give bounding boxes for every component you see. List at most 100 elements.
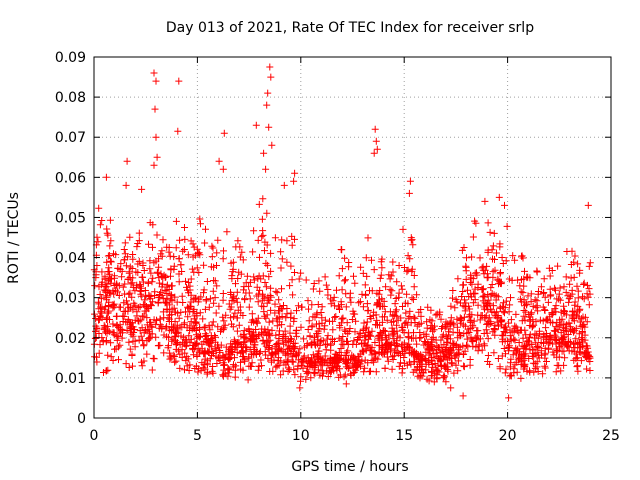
data-point xyxy=(226,305,234,313)
data-point xyxy=(230,313,238,321)
data-point xyxy=(260,149,268,157)
data-point xyxy=(212,309,220,317)
data-point xyxy=(267,73,275,81)
data-point xyxy=(293,307,300,315)
data-point xyxy=(93,233,101,241)
data-point xyxy=(221,321,229,329)
data-point xyxy=(408,236,416,244)
data-point xyxy=(267,306,275,314)
data-point xyxy=(389,268,397,276)
data-point xyxy=(287,313,295,321)
data-point xyxy=(125,338,133,346)
data-point xyxy=(478,346,486,354)
data-point xyxy=(556,296,564,304)
data-point xyxy=(368,327,376,335)
x-tick-label: 25 xyxy=(602,428,620,444)
data-point xyxy=(278,285,285,293)
data-point xyxy=(168,306,176,314)
data-point xyxy=(261,279,269,286)
data-point xyxy=(354,334,362,341)
data-point xyxy=(232,243,240,251)
data-point xyxy=(136,280,144,288)
data-point xyxy=(441,364,449,372)
plot-frame xyxy=(93,56,612,419)
data-point xyxy=(467,271,475,279)
data-point xyxy=(376,274,384,282)
data-point xyxy=(568,286,576,294)
data-point xyxy=(355,299,363,307)
data-point xyxy=(410,283,418,291)
data-point xyxy=(580,295,588,303)
data-point xyxy=(345,364,353,372)
data-point xyxy=(390,352,398,360)
data-point xyxy=(558,335,566,343)
data-point xyxy=(224,365,232,373)
data-point xyxy=(200,324,208,332)
data-point xyxy=(302,375,310,383)
data-point xyxy=(565,298,573,306)
data-point xyxy=(360,319,368,327)
data-point xyxy=(168,297,176,305)
data-point xyxy=(510,365,518,373)
data-point xyxy=(175,314,183,322)
data-point xyxy=(184,313,192,321)
data-point xyxy=(300,354,308,362)
data-point xyxy=(436,357,444,364)
data-point xyxy=(284,368,292,375)
data-point xyxy=(106,216,114,224)
data-point xyxy=(531,296,539,304)
data-point xyxy=(140,267,148,274)
data-point xyxy=(273,348,281,356)
data-point xyxy=(507,294,514,302)
data-point xyxy=(530,368,538,376)
chart-title: Day 013 of 2021, Rate Of TEC Index for r… xyxy=(166,20,534,36)
data-point xyxy=(351,354,359,362)
data-point xyxy=(206,295,214,303)
data-point xyxy=(154,269,162,277)
data-point xyxy=(570,317,578,325)
data-point xyxy=(354,363,362,371)
data-point xyxy=(418,362,426,370)
data-point xyxy=(525,355,533,362)
data-point xyxy=(281,327,289,335)
data-point xyxy=(377,258,385,266)
data-point xyxy=(526,341,534,349)
data-point xyxy=(126,233,134,241)
data-point xyxy=(506,301,514,309)
data-point xyxy=(155,255,162,263)
data-point xyxy=(327,295,335,303)
data-point xyxy=(236,303,244,311)
data-point xyxy=(581,323,589,331)
data-point xyxy=(360,340,368,348)
data-point xyxy=(147,301,155,309)
data-point xyxy=(521,326,529,334)
data-point xyxy=(298,303,305,311)
data-point xyxy=(131,287,139,295)
data-point xyxy=(464,286,471,294)
data-point xyxy=(447,359,455,367)
data-point xyxy=(304,297,312,305)
data-point xyxy=(548,267,556,274)
data-point xyxy=(583,353,590,361)
data-point xyxy=(275,296,283,304)
data-point xyxy=(404,321,412,329)
data-point xyxy=(171,358,179,366)
data-point xyxy=(371,339,379,346)
data-point xyxy=(346,289,354,297)
data-point xyxy=(229,258,237,266)
data-point xyxy=(122,262,130,270)
data-point xyxy=(462,267,470,275)
data-point xyxy=(343,319,351,327)
data-point xyxy=(447,302,455,310)
data-point xyxy=(109,320,117,328)
data-point xyxy=(489,273,497,281)
data-point xyxy=(220,247,227,255)
data-point xyxy=(176,236,184,244)
data-point xyxy=(127,319,135,327)
data-point xyxy=(226,354,234,362)
data-point xyxy=(175,278,183,286)
data-point xyxy=(209,244,217,252)
data-point xyxy=(120,299,128,307)
data-point xyxy=(191,324,198,332)
